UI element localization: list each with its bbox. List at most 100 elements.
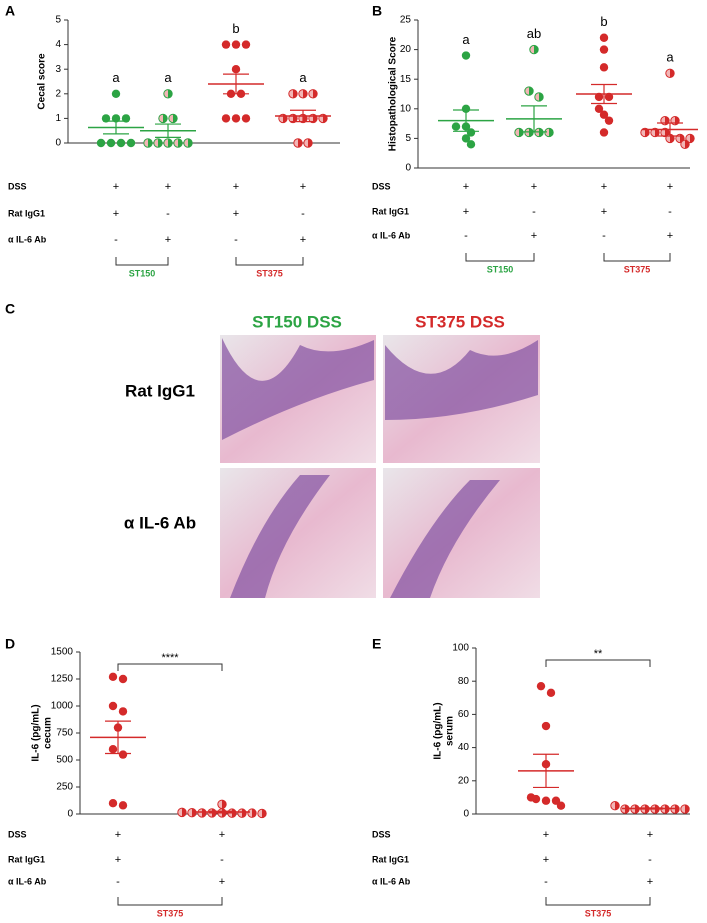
stat-bracket [117, 663, 223, 671]
point-half [534, 45, 539, 54]
y-tick-label: 20 [458, 775, 470, 786]
data-point [640, 127, 650, 138]
y-tick-label: 5 [405, 133, 411, 144]
data-point [599, 128, 609, 137]
sign: + [219, 829, 225, 841]
panel-label: E [372, 636, 381, 652]
sign: + [647, 829, 653, 841]
sign: - [648, 854, 652, 866]
group-bracket [117, 897, 223, 906]
y-tick-label: 1 [55, 113, 61, 124]
point-half [529, 86, 534, 96]
y-tick-label: 2 [55, 88, 61, 99]
row-title: Rat IgG1 [125, 381, 195, 400]
point-half [303, 89, 308, 98]
data-point [126, 138, 136, 148]
point-half [615, 801, 620, 810]
y-tick-label: 0 [405, 163, 411, 174]
data-point [158, 113, 168, 124]
sign: - [114, 234, 118, 246]
data-point [466, 128, 476, 137]
y-tick-label: 0 [55, 138, 61, 149]
data-point [451, 122, 461, 131]
sign: - [116, 876, 120, 888]
y-tick-label: 15 [400, 74, 412, 85]
data-point [594, 92, 604, 102]
data-point [461, 104, 471, 114]
sign: - [220, 854, 224, 866]
point-half [178, 138, 183, 148]
data-point [241, 114, 251, 123]
y-axis-label: Cecal score [37, 53, 48, 110]
group-label: ST375 [256, 268, 283, 278]
group-bracket [545, 897, 651, 906]
data-point [111, 114, 121, 123]
row-label: α IL-6 Ab [8, 234, 47, 244]
point-half [168, 89, 173, 98]
data-point [466, 140, 476, 149]
data-point [541, 721, 551, 731]
sign: + [115, 854, 121, 866]
point-half [202, 808, 207, 818]
data-point [665, 68, 675, 78]
sign: + [113, 208, 119, 220]
y-tick-label: 80 [458, 676, 470, 687]
point-half [685, 804, 690, 814]
point-half [313, 89, 318, 98]
sign: + [647, 876, 653, 888]
sign: + [531, 181, 537, 193]
data-point [556, 801, 566, 810]
point-half [655, 128, 660, 137]
data-point [106, 138, 116, 148]
data-point [153, 138, 163, 148]
data-point [118, 750, 128, 759]
data-point [461, 51, 471, 60]
sign: + [667, 181, 673, 193]
data-point [217, 799, 227, 809]
sign: + [165, 181, 171, 193]
point-half [222, 800, 227, 809]
data-point [108, 745, 118, 754]
sign: - [544, 876, 548, 888]
row-label: DSS [372, 829, 391, 839]
group-bracket [235, 257, 304, 266]
point-half [262, 809, 267, 818]
sign: - [234, 234, 238, 246]
data-point [118, 707, 128, 716]
column-title: ST150 DSS [252, 312, 342, 331]
significance-letter: b [232, 21, 239, 36]
point-half [148, 138, 153, 148]
data-point [524, 86, 534, 96]
y-tick-label: 250 [56, 782, 73, 793]
data-point [177, 807, 187, 818]
data-point [599, 45, 609, 54]
group-label: ST375 [585, 908, 612, 918]
data-point [298, 89, 308, 99]
y-tick-label: 500 [56, 755, 73, 766]
data-point [541, 796, 551, 805]
panel-label: B [372, 3, 382, 19]
point-half [690, 134, 695, 143]
point-half [163, 114, 168, 123]
sign: + [300, 181, 306, 193]
data-point [604, 92, 614, 102]
data-point [118, 674, 128, 684]
data-point [143, 138, 153, 148]
data-point [108, 701, 118, 711]
data-point [163, 89, 173, 99]
data-point [531, 794, 541, 804]
histology-images [220, 335, 540, 598]
panel-label: C [5, 301, 15, 317]
sign: + [233, 181, 239, 193]
data-point [108, 799, 118, 808]
data-point [163, 138, 173, 148]
data-point [231, 65, 241, 74]
data-point [308, 89, 318, 99]
y-tick-label: 25 [400, 15, 412, 26]
point-half [242, 808, 247, 818]
y-axis-label: cecum [43, 717, 54, 749]
data-point [680, 804, 690, 814]
point-half [173, 114, 178, 123]
sign: - [668, 206, 672, 218]
y-tick-label: 1250 [51, 674, 74, 685]
